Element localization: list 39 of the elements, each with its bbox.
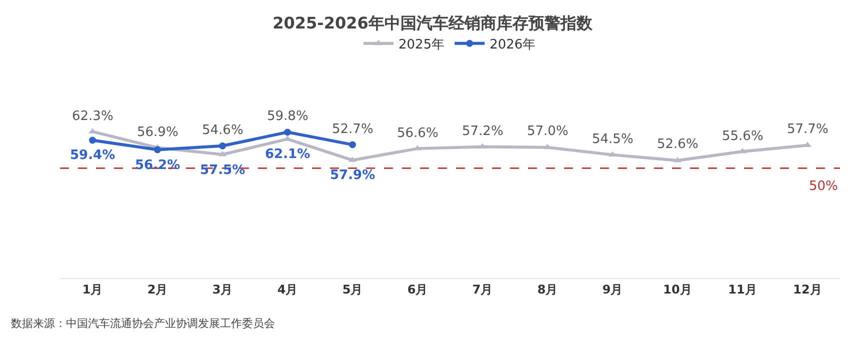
legend-label: 2025年: [398, 37, 445, 52]
data-label: 62.3%: [72, 109, 114, 124]
data-label: 54.6%: [202, 123, 244, 138]
x-tick-label: 2月: [147, 282, 168, 296]
data-label: 56.6%: [397, 126, 438, 141]
data-label: 57.0%: [527, 124, 568, 139]
x-tick-label: 10月: [663, 282, 692, 296]
x-tick-label: 8月: [537, 282, 558, 296]
data-label: 57.2%: [462, 124, 504, 139]
x-tick-label: 4月: [277, 282, 298, 296]
x-tick-label: 1月: [82, 282, 103, 296]
data-label: 52.6%: [657, 137, 698, 152]
x-tick-label: 12月: [793, 282, 822, 296]
point: [89, 136, 96, 144]
data-label: 59.4%: [70, 148, 116, 163]
data-label: 55.6%: [722, 129, 764, 144]
data-label: 54.5%: [592, 132, 634, 147]
x-tick-label: 9月: [602, 282, 623, 296]
data-label: 62.1%: [265, 147, 310, 162]
x-tick-label: 5月: [342, 282, 363, 296]
source-note: 数据来源：中国汽车流通协会产业协调发展工作委员会: [11, 317, 275, 330]
data-label: 57.9%: [330, 168, 376, 183]
chart-title: 2025-2026年中国汽车经销商库存预警指数: [272, 13, 594, 32]
data-label: 56.2%: [135, 158, 180, 173]
x-tick-label: 6月: [407, 282, 428, 296]
point: [154, 146, 161, 154]
legend-label: 2026年: [490, 37, 536, 52]
x-tick-label: 11月: [728, 282, 757, 296]
x-tick-label: 7月: [472, 282, 493, 296]
data-label: 59.8%: [267, 109, 308, 124]
data-label: 56.9%: [137, 125, 178, 140]
data-label: 52.7%: [332, 122, 374, 137]
point: [219, 142, 226, 150]
data-label: 57.5%: [200, 163, 246, 178]
ref-line-label: 50%: [809, 179, 838, 194]
point: [349, 141, 356, 148]
data-label: 57.7%: [787, 122, 828, 137]
x-tick-label: 3月: [212, 282, 233, 296]
point: [284, 128, 291, 136]
